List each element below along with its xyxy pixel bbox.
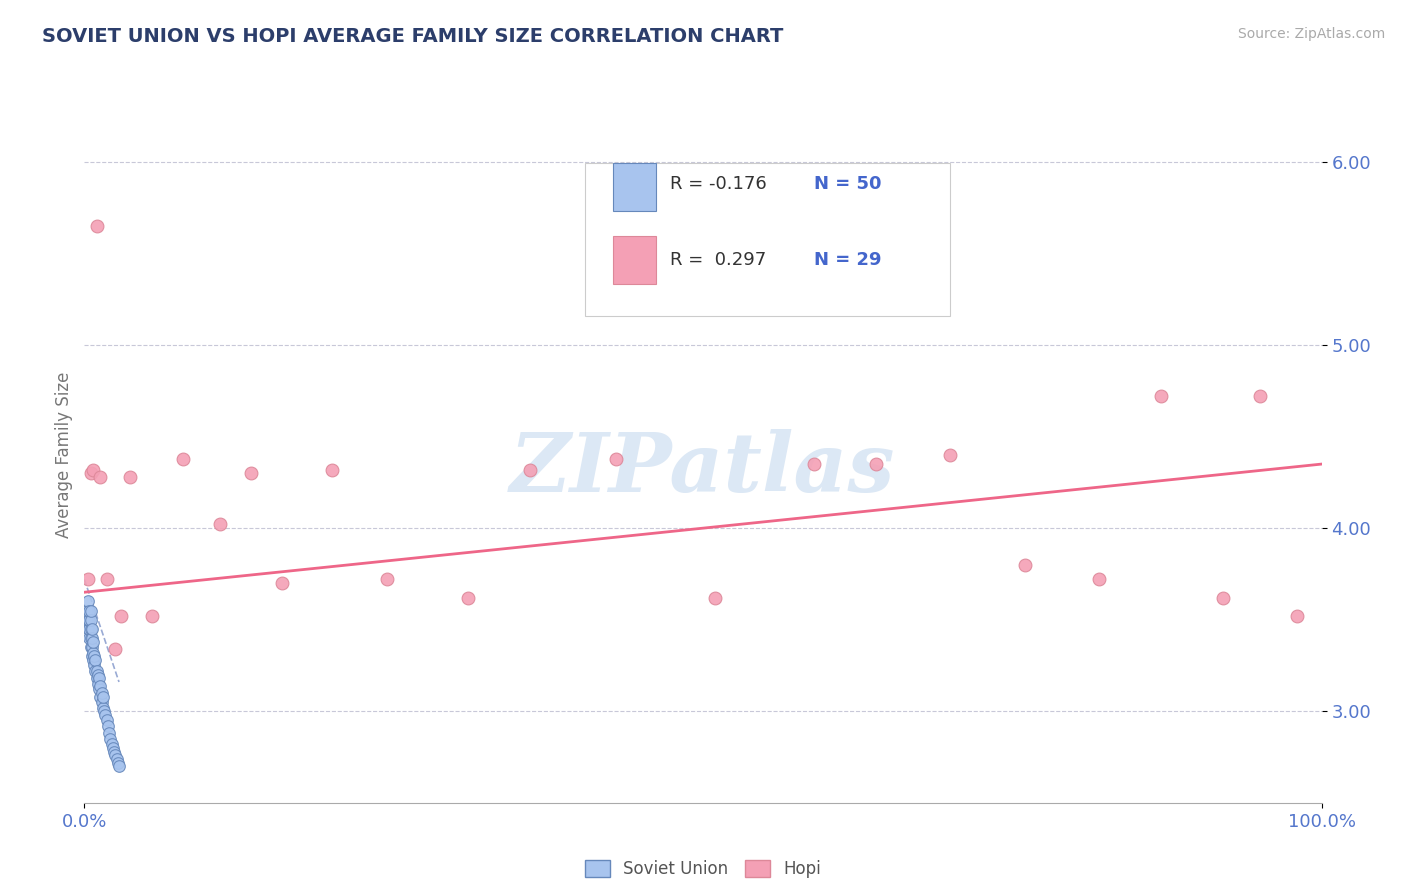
Point xyxy=(91,700,114,714)
Y-axis label: Average Family Size: Average Family Size xyxy=(55,372,73,538)
Text: N = 29: N = 29 xyxy=(814,252,882,269)
Point xyxy=(79,603,101,617)
Point xyxy=(1285,609,1308,624)
Point xyxy=(89,682,111,697)
Point xyxy=(100,737,122,751)
Point xyxy=(80,631,103,645)
Point xyxy=(803,457,825,471)
Point xyxy=(321,462,343,476)
Point xyxy=(89,671,111,685)
Text: SOVIET UNION VS HOPI AVERAGE FAMILY SIZE CORRELATION CHART: SOVIET UNION VS HOPI AVERAGE FAMILY SIZE… xyxy=(42,27,783,45)
Point xyxy=(110,609,132,624)
Point xyxy=(457,591,479,605)
Point xyxy=(82,646,104,660)
Point xyxy=(84,653,107,667)
Point xyxy=(79,613,101,627)
Point xyxy=(90,695,112,709)
Point xyxy=(87,667,110,681)
Point xyxy=(96,714,118,728)
Point xyxy=(86,664,108,678)
Point xyxy=(77,573,100,587)
Point xyxy=(76,613,98,627)
Point xyxy=(97,719,120,733)
Point xyxy=(82,634,104,648)
Point xyxy=(105,752,128,766)
Text: R = -0.176: R = -0.176 xyxy=(669,175,766,193)
Point xyxy=(76,603,98,617)
Point xyxy=(865,457,887,471)
Point xyxy=(605,451,627,466)
Point xyxy=(271,576,294,591)
Text: ZIPatlas: ZIPatlas xyxy=(510,429,896,508)
Point xyxy=(98,726,121,740)
Point xyxy=(104,748,127,763)
Point xyxy=(79,631,101,645)
Text: N = 50: N = 50 xyxy=(814,175,882,193)
Point xyxy=(107,756,129,770)
Point xyxy=(1212,591,1234,605)
Point xyxy=(79,467,101,481)
Point xyxy=(84,664,107,678)
Point xyxy=(77,613,100,627)
Point xyxy=(82,653,104,667)
Point xyxy=(104,642,127,657)
Point xyxy=(80,622,103,636)
Point xyxy=(1150,389,1173,403)
Point xyxy=(103,745,125,759)
Text: Source: ZipAtlas.com: Source: ZipAtlas.com xyxy=(1237,27,1385,41)
Point xyxy=(377,573,399,587)
Point xyxy=(89,470,111,484)
Point xyxy=(79,622,101,636)
Point xyxy=(519,462,541,476)
Point xyxy=(89,679,111,693)
Point xyxy=(77,594,100,608)
Point xyxy=(77,622,100,636)
Point xyxy=(96,573,118,587)
Point xyxy=(89,690,111,704)
Point xyxy=(93,704,115,718)
Point xyxy=(80,640,103,655)
Text: R =  0.297: R = 0.297 xyxy=(669,252,766,269)
Point xyxy=(98,731,121,746)
Point xyxy=(83,658,105,673)
FancyBboxPatch shape xyxy=(613,235,657,285)
Point xyxy=(79,603,101,617)
Point xyxy=(1249,389,1271,403)
Point xyxy=(87,677,110,691)
Point xyxy=(172,451,194,466)
Point xyxy=(91,690,114,704)
Point xyxy=(79,631,101,645)
Point xyxy=(704,591,727,605)
Point xyxy=(94,707,117,722)
Point xyxy=(141,609,163,624)
Point xyxy=(120,470,142,484)
FancyBboxPatch shape xyxy=(585,162,950,316)
Point xyxy=(86,671,108,685)
Point xyxy=(79,613,101,627)
Point xyxy=(83,649,105,664)
Point xyxy=(101,740,124,755)
Point xyxy=(90,686,112,700)
Point xyxy=(209,517,232,532)
Point xyxy=(1088,573,1111,587)
Point xyxy=(240,467,263,481)
Point xyxy=(82,462,104,476)
Point xyxy=(1014,558,1036,572)
Point xyxy=(939,448,962,462)
Point xyxy=(80,649,103,664)
Legend: Soviet Union, Hopi: Soviet Union, Hopi xyxy=(578,854,828,885)
Point xyxy=(86,219,108,233)
Point xyxy=(108,759,131,773)
Point xyxy=(79,622,101,636)
Point xyxy=(79,640,101,655)
FancyBboxPatch shape xyxy=(613,162,657,211)
